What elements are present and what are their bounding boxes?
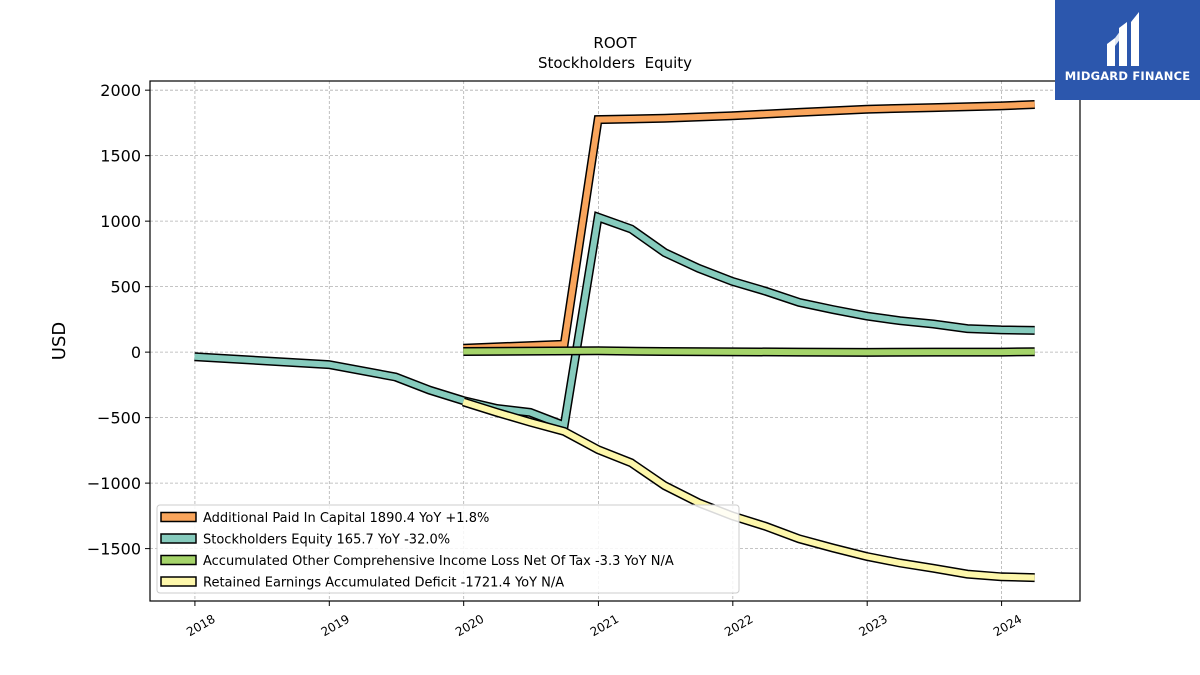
x-tick-label: 2022 — [722, 612, 755, 639]
legend-label: Retained Earnings Accumulated Deficit -1… — [203, 576, 564, 591]
legend-box — [156, 504, 740, 594]
legend-swatch — [160, 554, 197, 566]
y-tick-label: −500 — [97, 409, 141, 428]
brand-logo: MIDGARD FINANCE — [1055, 0, 1200, 100]
x-tick-label: 2019 — [319, 612, 352, 639]
legend-label: Stockholders Equity 165.7 YoY -32.0% — [203, 533, 450, 548]
y-tick-label: 500 — [110, 278, 141, 297]
y-tick-label: 0 — [131, 343, 141, 362]
midgard-logo-icon — [1107, 12, 1139, 66]
logo-text: MIDGARD FINANCE — [1064, 69, 1191, 83]
y-tick-label: 1000 — [100, 212, 141, 231]
y-tick-label: 2000 — [100, 81, 141, 100]
series-line — [463, 347, 1035, 356]
y-axis-label: USD — [49, 322, 70, 360]
plot-frame — [149, 80, 1081, 602]
x-tick-label: 2021 — [588, 612, 621, 639]
legend-swatch — [160, 511, 197, 523]
legend-swatch — [160, 576, 197, 587]
x-tick-label: 2018 — [184, 612, 217, 639]
legend-label: Accumulated Other Comprehensive Income L… — [203, 554, 674, 569]
y-tick-label: −1000 — [87, 474, 141, 493]
series-lines — [194, 100, 1035, 583]
legend-label: Additional Paid In Capital 1890.4 YoY +1… — [203, 511, 489, 526]
legend: Additional Paid In Capital 1890.4 YoY +1… — [156, 504, 740, 594]
chart-title: ROOT — [593, 34, 637, 52]
series-line — [463, 101, 1035, 352]
x-tick-label: 2024 — [991, 612, 1024, 639]
legend-swatch — [160, 533, 197, 544]
series-line — [194, 213, 1035, 430]
series-line — [462, 399, 1035, 581]
series-line-outline — [463, 100, 1035, 353]
y-tick-label: −1500 — [87, 540, 141, 559]
chart-subtitle: Stockholders Equity — [538, 54, 692, 72]
y-tick-label: 1500 — [100, 147, 141, 166]
x-tick-label: 2023 — [856, 612, 889, 639]
x-tick-label: 2020 — [453, 612, 486, 639]
